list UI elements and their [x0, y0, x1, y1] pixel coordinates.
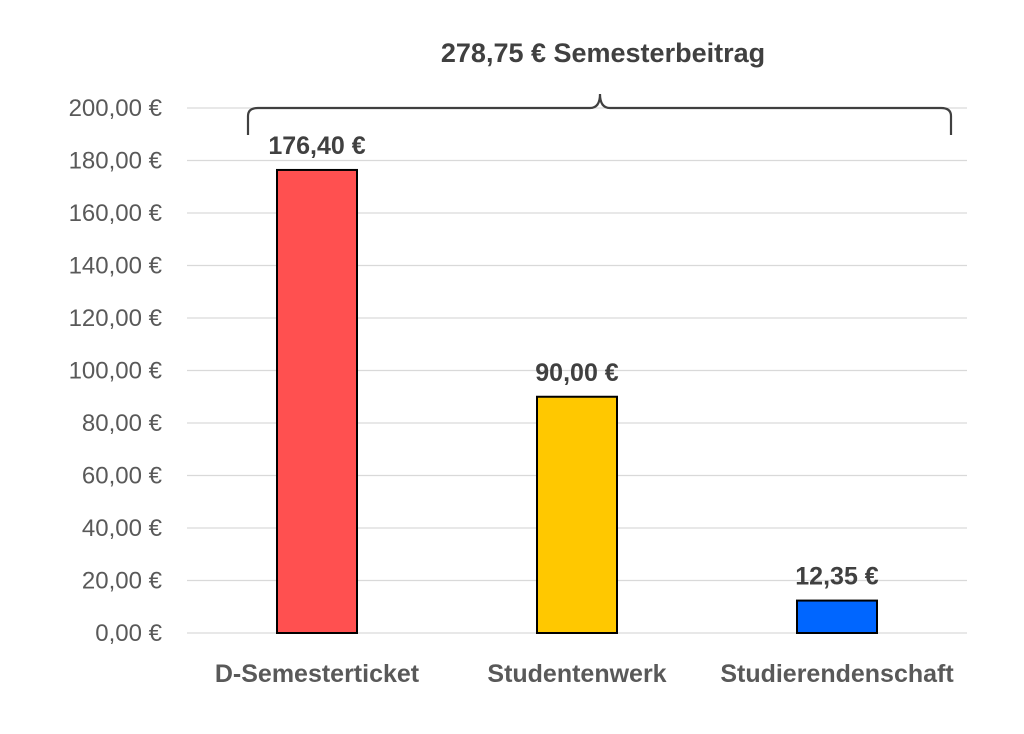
- y-tick-label: 20,00 €: [82, 568, 163, 595]
- y-tick-label: 60,00 €: [82, 463, 163, 490]
- y-tick-label: 200,00 €: [69, 95, 163, 122]
- data-label: 90,00 €: [535, 359, 619, 387]
- chart-title: 278,75 € Semesterbeitrag: [441, 38, 765, 68]
- y-tick-label: 0,00 €: [95, 620, 162, 647]
- x-tick-label: D-Semesterticket: [215, 660, 420, 688]
- total-brace: [246, 93, 953, 135]
- bars: [276, 168, 878, 634]
- y-tick-label: 140,00 €: [69, 253, 163, 280]
- y-tick-label: 180,00 €: [69, 148, 163, 175]
- y-tick-label: 120,00 €: [69, 305, 163, 332]
- data-label: 12,35 €: [795, 563, 879, 591]
- x-axis-ticks: D-Semesterticket Studentenwerk Studierende…: [215, 660, 954, 688]
- bar: [536, 395, 618, 634]
- y-tick-label: 160,00 €: [69, 200, 163, 227]
- data-label: 176,40 €: [268, 132, 365, 160]
- y-tick-label: 40,00 €: [82, 515, 163, 542]
- y-axis-ticks: 0,00 € 20,00 € 40,00 € 60,00 € 80,00 € 100,00…: [69, 95, 163, 647]
- y-tick-label: 100,00 €: [69, 358, 163, 385]
- bar: [796, 599, 878, 634]
- x-tick-label: Studentenwerk: [487, 660, 666, 688]
- x-tick-label: Studierendenschaft: [720, 660, 954, 688]
- y-tick-label: 80,00 €: [82, 410, 163, 437]
- bar: [276, 168, 358, 634]
- data-labels: 176,40 € 90,00 € 12,35 €: [268, 132, 878, 591]
